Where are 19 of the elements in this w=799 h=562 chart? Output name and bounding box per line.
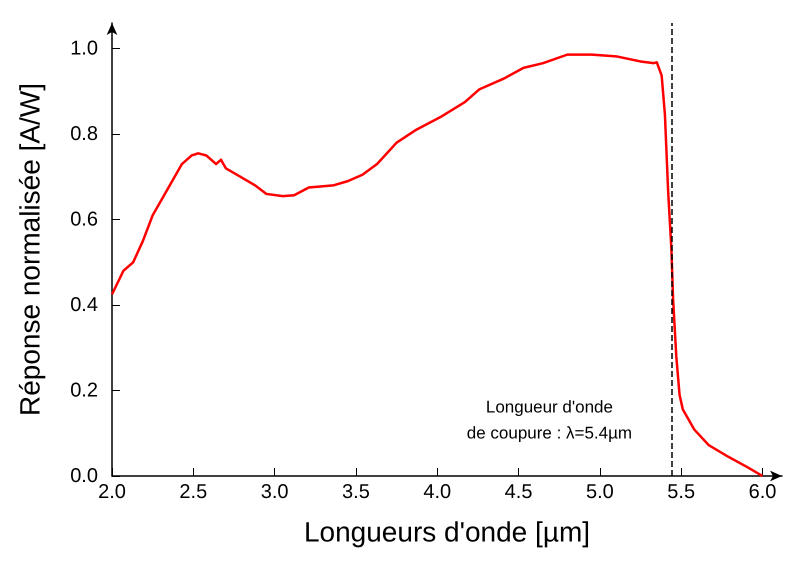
y-tick-label: 0.4 (70, 294, 98, 316)
x-tick-label: 4.5 (504, 481, 532, 503)
y-tick-label: 0.8 (70, 123, 98, 146)
x-tick-label: 2.5 (179, 481, 208, 503)
y-axis-title: Réponse normalisée [A/W] (14, 82, 46, 416)
x-tick-label: 5.5 (667, 481, 696, 503)
x-tick-label: 4.0 (423, 481, 452, 503)
x-tick-label: 3.0 (260, 481, 289, 503)
y-tick-label: 0.6 (70, 208, 98, 231)
y-tick-label: 1.0 (70, 38, 98, 60)
y-tick-label: 0.2 (70, 380, 98, 402)
x-tick-label: 6.0 (748, 481, 776, 503)
ref-line-label: Longueur d'onde de coupure : λ=5.4µm (466, 398, 632, 442)
x-tick-label: 3.5 (342, 481, 370, 503)
line-series (110, 53, 764, 478)
y-tick-label: 0.0 (70, 465, 98, 487)
x-tick-label: 2.0 (98, 481, 126, 503)
x-axis-title: Longueurs d'onde [µm] (304, 516, 590, 548)
x-tick-label: 5.0 (586, 481, 614, 503)
